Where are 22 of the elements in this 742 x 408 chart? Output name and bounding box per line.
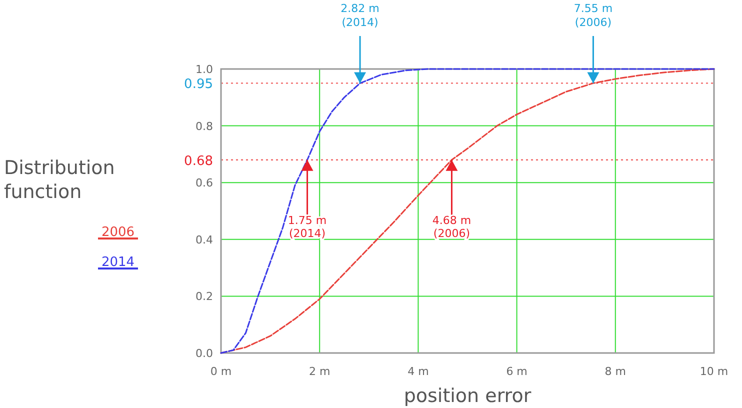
x-tick-label: 2 m [308,365,330,378]
x-tick-label: 4 m [408,365,429,378]
y-tick-label: 1.0 [196,63,213,76]
x-tick-label: 8 m [604,365,626,378]
x-tick-label: 6 m [506,365,528,378]
line-series [220,68,715,354]
annotation: 2.82 m (2014) [340,2,380,29]
text: 2014 [101,255,135,270]
annotation: 4.68 m (2006) [432,214,472,240]
annotation: 7.55 m (2006) [574,2,613,29]
y-axis-title: Distribution function [4,157,115,203]
y-tick-label: 0.4 [196,233,213,246]
text: 2006 [101,225,135,240]
x-axis-title: position error [404,385,532,407]
y-tick-label: 0.8 [196,120,213,133]
y-tick-label: 0.0 [196,347,213,360]
y-tick-label: 0.6 [196,176,213,190]
ref-line-label: 0.95 [184,77,213,92]
x-tick-label: 10 m [700,365,728,378]
x-tick-label: 0 m [210,365,232,378]
y-tick-label: 0.2 [196,290,213,304]
ref-line-label: 0.68 [184,154,213,169]
